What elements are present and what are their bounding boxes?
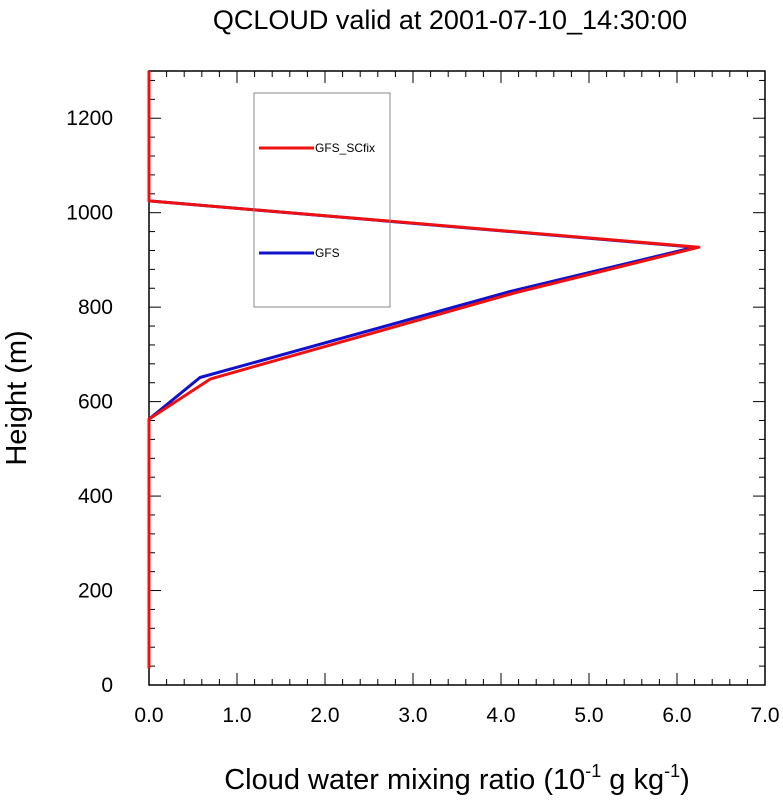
y-tick-label: 1200: [66, 107, 113, 130]
y-tick-label: 800: [78, 296, 113, 319]
x-tick-label: 3.0: [398, 704, 427, 727]
legend-box: [253, 92, 391, 308]
x-axis-label: Cloud water mixing ratio (10-1 g kg-1): [224, 761, 690, 796]
y-tick-label: 600: [78, 391, 113, 414]
x-tick-label: 0.0: [134, 704, 163, 727]
y-tick-label: 0: [101, 674, 113, 697]
x-tick-label: 6.0: [662, 704, 691, 727]
y-tick-label: 200: [78, 580, 113, 603]
legend: GFS_SCfix GFS: [253, 92, 391, 308]
series-line-gfs: [147, 71, 697, 669]
series-line-gfs-scfix: [147, 71, 701, 669]
series-lines: [147, 71, 701, 669]
x-tick-label: 7.0: [750, 704, 779, 727]
plot-frame: [148, 70, 766, 686]
x-axis: 0.0 1.0 2.0 3.0 4.0 5.0 6.0 7.0: [134, 71, 780, 727]
x-tick-label: 4.0: [486, 704, 515, 727]
y-axis-label: Height (m): [1, 330, 33, 465]
y-tick-label: 400: [78, 485, 113, 508]
plot-border: [148, 70, 766, 686]
x-tick-label: 5.0: [574, 704, 603, 727]
chart-title: QCLOUD valid at 2001-07-10_14:30:00: [213, 5, 687, 35]
legend-label-gfs: GFS: [315, 246, 340, 260]
y-tick-label: 1000: [66, 202, 113, 225]
legend-label-gfs-scfix: GFS_SCfix: [315, 141, 375, 155]
x-tick-label: 2.0: [310, 704, 339, 727]
x-tick-label: 1.0: [222, 704, 251, 727]
y-axis: 0 200 400 600 800 1000 1200: [66, 79, 765, 697]
